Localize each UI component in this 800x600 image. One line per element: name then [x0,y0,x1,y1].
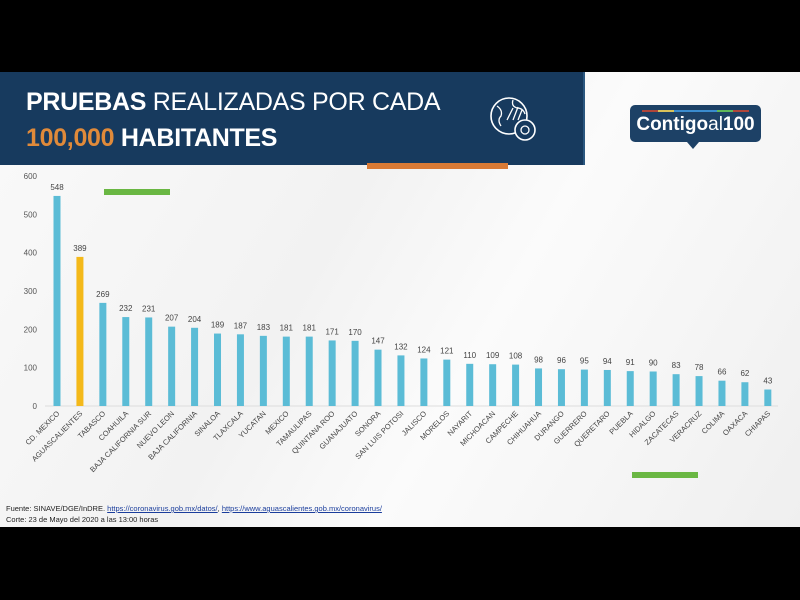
y-tick-label: 0 [33,402,38,411]
bar [764,389,772,406]
cutoff-date: Corte: 23 de Mayo del 2020 a las 13:00 h… [6,515,159,524]
globe-virus-icon [490,97,536,141]
bar [145,317,153,406]
link-aguascalientes[interactable]: https://www.aguascalientes.gob.mx/corona… [221,504,382,513]
data-label: 109 [486,351,500,360]
footer-source: Fuente: SINAVE/DGE/InDRE. https://corona… [6,504,382,524]
data-label: 121 [440,347,454,356]
data-label: 181 [303,324,317,333]
data-label: 94 [603,357,612,366]
title-number: 100,000 [26,124,115,152]
bar [214,333,222,406]
y-tick-label: 200 [24,325,38,334]
x-tick-label: CHIAPAS [743,409,772,438]
data-label: 207 [165,314,179,323]
data-label: 124 [417,345,431,354]
link-coronavirus-datos[interactable]: https://coronavirus.gob.mx/datos/ [107,504,218,513]
y-tick-label: 500 [24,210,38,219]
y-tick-label: 600 [24,172,38,181]
data-label: 548 [50,183,64,192]
data-label: 232 [119,304,133,313]
data-label: 91 [626,358,635,367]
bar [328,340,336,406]
bar [168,326,176,406]
bar [305,336,313,406]
title-line-1: PRUEBAS REALIZADAS POR CADA [26,88,441,117]
data-label: 183 [257,323,271,332]
bar [351,340,359,406]
data-label: 108 [509,352,523,361]
title-rest: REALIZADAS POR CADA [146,88,441,116]
bar [741,382,749,406]
y-tick-label: 100 [24,364,38,373]
data-label: 110 [463,351,476,360]
data-label: 90 [649,359,658,368]
y-tick-label: 300 [24,287,38,296]
bar [282,336,290,406]
data-label: 189 [211,321,225,330]
bar [191,327,199,406]
bar [580,369,588,406]
bar [76,256,84,406]
data-label: 171 [325,327,339,336]
data-label: 62 [740,369,749,378]
bar [512,364,520,406]
bar [443,359,451,406]
title-habitantes: HABITANTES [114,124,278,152]
bar [603,369,611,406]
data-label: 389 [73,244,87,253]
green-accent-bar-bottom [632,472,698,478]
bar [626,371,634,406]
bar [374,349,382,406]
data-label: 231 [142,304,156,313]
bar [99,302,107,406]
bar [53,195,61,406]
title-banner: PRUEBAS REALIZADAS POR CADA 100,000 HABI… [0,72,585,165]
bar [397,355,405,406]
data-label: 170 [348,328,362,337]
orange-accent-bar [367,163,508,169]
data-label: 95 [580,357,589,366]
data-label: 43 [763,377,772,386]
data-label: 98 [534,355,543,364]
bar [259,335,267,406]
data-label: 96 [557,356,566,365]
y-tick-label: 400 [24,249,38,258]
bar [489,364,497,406]
green-accent-bar-top [104,189,170,195]
source-text: Fuente: SINAVE/DGE/InDRE. [6,504,106,513]
bar [672,374,680,406]
contigo-al-100-logo: Contigoal100 [630,105,761,149]
bar [535,368,543,406]
data-label: 78 [695,363,704,372]
title-bold: PRUEBAS [26,88,147,116]
data-label: 66 [718,368,727,377]
bar [718,380,726,406]
data-label: 83 [672,361,681,370]
bar [122,317,130,406]
slide: 0 100 200 300 400 500 600 548 CD. MEXICO 389 AGUAS… [0,72,800,527]
bar [236,334,244,406]
data-label: 147 [371,337,385,346]
bar [466,363,474,406]
bar [649,371,657,406]
data-label: 187 [234,321,248,330]
data-label: 269 [96,290,110,299]
bar [420,358,428,406]
title-line-2: 100,000 HABITANTES [26,124,277,153]
data-label: 181 [280,324,294,333]
bar [695,376,703,406]
bar [557,369,565,406]
data-label: 204 [188,315,202,324]
data-label: 132 [394,342,408,351]
